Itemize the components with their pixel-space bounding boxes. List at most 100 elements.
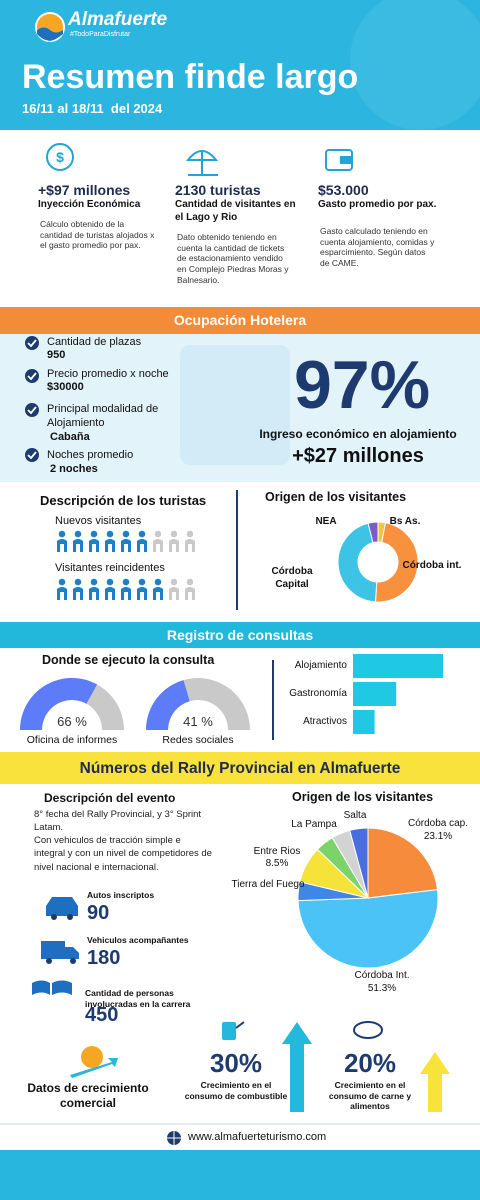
car-icon bbox=[46, 897, 78, 916]
chart-title: Donde se ejecuto la consulta bbox=[42, 653, 215, 667]
person-body bbox=[73, 587, 83, 600]
check-icon bbox=[25, 403, 39, 417]
pie-slice bbox=[337, 522, 378, 603]
summary-description: Gasto calculado teniendo en cuenta aloja… bbox=[320, 226, 435, 268]
tagline: #TodoParaDisfrutar bbox=[70, 31, 131, 38]
check-icon bbox=[25, 336, 39, 350]
person-body bbox=[57, 587, 67, 600]
person-head bbox=[186, 578, 194, 586]
money-icon-glyph: $ bbox=[56, 149, 64, 165]
person-head bbox=[58, 530, 66, 538]
growth-value: 20% bbox=[343, 1048, 397, 1078]
summary-label: Gasto promedio por pax. bbox=[318, 199, 437, 210]
growth-arrow bbox=[420, 1052, 450, 1112]
car-wheel bbox=[51, 914, 57, 920]
icon-row bbox=[57, 578, 195, 600]
summary-value: $53.000 bbox=[318, 182, 369, 198]
truck-wheel bbox=[70, 958, 76, 964]
tourists-title: Descripción de los turistas bbox=[40, 493, 207, 508]
hotel-label: Principal modalidad de Alojamiento bbox=[47, 403, 159, 429]
rally-band bbox=[0, 752, 480, 784]
summary-value: +$97 millones bbox=[38, 182, 131, 198]
hotel-value: $30000 bbox=[47, 381, 84, 393]
slice-label: Bs As. bbox=[389, 516, 421, 527]
chart-title: Origen de los visitantes bbox=[265, 490, 407, 504]
summary-value: 2130 turistas bbox=[175, 182, 261, 198]
person-body bbox=[105, 539, 115, 552]
person-body bbox=[137, 539, 147, 552]
income-value: +$27 millones bbox=[292, 445, 424, 467]
slice-label: Entre Rios bbox=[253, 846, 301, 857]
icon-row-filled bbox=[57, 530, 147, 552]
growth-label: Crecimiento en el consumo de carne y ali… bbox=[328, 1080, 412, 1112]
bar-label: Atractivos bbox=[303, 716, 347, 727]
hotel-label: Cantidad de plazas bbox=[47, 336, 142, 348]
hotel-label: Noches promedio bbox=[47, 449, 134, 461]
stat-label: Vehiculos acompañantes bbox=[87, 935, 189, 945]
person-head bbox=[122, 530, 130, 538]
footer-url: www.almafuerteturismo.com bbox=[188, 1131, 327, 1143]
bar bbox=[353, 682, 397, 706]
person-body bbox=[169, 539, 179, 552]
gauge-category: Oficina de informes bbox=[26, 734, 118, 746]
pie-slice bbox=[367, 827, 439, 899]
person-head bbox=[154, 578, 162, 586]
check-mark bbox=[27, 451, 37, 460]
slice-label: Córdoba cap. bbox=[407, 818, 469, 829]
pie-slice bbox=[349, 827, 369, 899]
page-title: Resumen finde largo bbox=[22, 58, 359, 96]
hotel-value: 950 bbox=[47, 349, 66, 361]
income-label: Ingreso económico en alojamiento bbox=[259, 427, 457, 441]
globe-lines bbox=[167, 1131, 181, 1145]
slice-label: Córdoba Capital bbox=[271, 566, 313, 590]
bar bbox=[353, 710, 375, 734]
stat-value: 180 bbox=[87, 947, 121, 969]
person-head bbox=[154, 530, 162, 538]
money-icon bbox=[46, 143, 74, 171]
umbrella-icon bbox=[185, 150, 219, 176]
header-decor bbox=[350, 0, 480, 130]
pie-slice bbox=[297, 889, 439, 969]
stat-value: 90 bbox=[87, 902, 110, 924]
summary-label: Inyección Económica bbox=[38, 199, 141, 210]
gauge-value bbox=[146, 680, 190, 730]
summary-description: Cálculo obtenido de la cantidad de turis… bbox=[40, 219, 155, 251]
check-icon bbox=[25, 369, 39, 383]
flags-icon bbox=[32, 980, 72, 995]
person-head bbox=[90, 578, 98, 586]
hotel-value: 2 noches bbox=[50, 463, 98, 475]
slice-label: NEA bbox=[315, 516, 337, 527]
occupancy: 97% bbox=[293, 347, 431, 423]
footer-bg bbox=[0, 1150, 480, 1200]
hotel-label: Precio promedio x noche bbox=[47, 368, 169, 380]
meat-icon bbox=[353, 1021, 383, 1039]
bar bbox=[353, 654, 443, 678]
pie-slice bbox=[374, 522, 419, 603]
summary-label: Cantidad de visitantes en el Lago y Rio bbox=[175, 199, 296, 223]
slice-value-label: 23.1% bbox=[423, 831, 453, 842]
check-mark bbox=[27, 339, 37, 348]
person-head bbox=[138, 578, 146, 586]
person-body bbox=[185, 539, 195, 552]
person-head bbox=[138, 530, 146, 538]
tourists-row-label: Nuevos visitantes bbox=[55, 515, 142, 527]
icon-row-filled bbox=[57, 578, 163, 600]
slice-label: Tierra del Fuego bbox=[231, 879, 305, 890]
person-body bbox=[57, 539, 67, 552]
growth-arrow bbox=[282, 1022, 312, 1112]
hotel-band bbox=[0, 307, 480, 334]
check-mark bbox=[27, 406, 37, 415]
growth-arrow-icon bbox=[70, 1058, 118, 1078]
person-body bbox=[89, 539, 99, 552]
gauge-label: 41 % bbox=[183, 714, 213, 729]
car-wheel bbox=[67, 914, 73, 920]
consultas-band bbox=[0, 622, 480, 648]
growth-value: 30% bbox=[209, 1048, 263, 1078]
gauge-value bbox=[20, 678, 98, 730]
person-head bbox=[170, 578, 178, 586]
growth-label: Crecimiento en el consumo de combustible bbox=[184, 1080, 288, 1101]
brand: Almafuerte bbox=[68, 9, 168, 30]
icon-row bbox=[57, 530, 195, 552]
